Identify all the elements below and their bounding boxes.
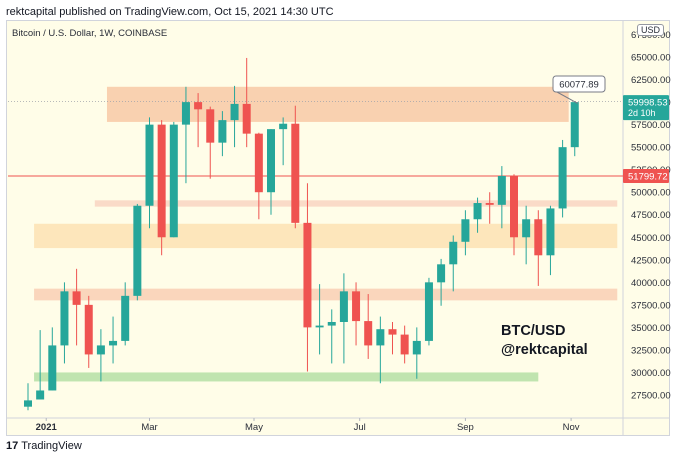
candle-body — [194, 102, 203, 110]
candle-body — [303, 222, 312, 328]
price-lines — [8, 101, 623, 177]
zone-resistance — [106, 86, 569, 122]
candle-body — [121, 295, 130, 341]
y-axis-tick-label: 57500.00 — [631, 120, 671, 131]
candle-body — [485, 203, 494, 205]
y-axis-tick-label: 55000.00 — [631, 143, 671, 154]
candle-body — [352, 291, 361, 322]
candle-body — [534, 219, 543, 256]
y-axis-tick-label: 50000.00 — [631, 188, 671, 199]
last-price-label: 59998.53 — [628, 98, 668, 109]
y-axis-tick-label: 45000.00 — [631, 233, 671, 244]
footer-brand[interactable]: 17 TradingView — [6, 440, 82, 452]
last-price-badge — [623, 95, 669, 121]
candle-body — [510, 175, 518, 238]
candle-body — [364, 321, 373, 346]
candle-body — [449, 241, 458, 265]
candle-body — [109, 340, 118, 346]
y-axis-tick-label: 37500.00 — [631, 300, 671, 311]
candle-body — [145, 124, 154, 206]
y-axis-tick-label: 40000.00 — [631, 278, 671, 289]
candle-body — [327, 321, 336, 326]
candle-body — [242, 103, 251, 134]
candle-body — [36, 390, 45, 400]
candle-body — [181, 102, 190, 125]
candle-body — [133, 205, 142, 296]
candle-body — [230, 103, 239, 121]
currency-badge[interactable]: USD — [637, 24, 665, 36]
countdown-label: 2d 10h — [628, 108, 656, 118]
candle-body — [461, 219, 470, 242]
publish-header: rektcapital published on TradingView.com… — [6, 6, 334, 18]
candle-body — [424, 282, 433, 341]
candle-body — [522, 219, 531, 238]
symbol-title: Bitcoin / U.S. Dollar, 1W, COINBASE — [12, 28, 168, 39]
candle-body — [96, 345, 105, 355]
candle-body — [218, 120, 227, 143]
hline-price-label: 51799.72 — [628, 172, 668, 183]
y-axis-tick-label: 27500.00 — [631, 390, 671, 401]
callout-box — [552, 75, 606, 93]
tradingview-logo-icon: 17 — [6, 440, 19, 452]
candle-body — [388, 329, 397, 335]
candle-body — [291, 123, 300, 223]
x-axis-tick-label: Mar — [141, 422, 157, 433]
y-axis-tick-label: 35000.00 — [631, 323, 671, 334]
y-axis-tick-label: 32500.00 — [631, 345, 671, 356]
y-axis-tick-label: 42500.00 — [631, 255, 671, 266]
x-axis-tick-label: Sep — [457, 422, 474, 433]
callout-leader-line — [556, 91, 578, 104]
hline-price-badge — [623, 169, 669, 184]
candle-body — [206, 109, 215, 143]
footer-brand-name: TradingView — [21, 440, 82, 452]
candle-body — [169, 124, 178, 238]
candle-body — [60, 291, 69, 346]
x-axis-tick-label: Nov — [563, 422, 580, 433]
candle-body — [24, 400, 32, 407]
zone-support-45k — [34, 223, 618, 249]
candle-body — [84, 304, 93, 355]
candle-body — [437, 264, 446, 283]
zones — [34, 86, 618, 382]
candle-body — [497, 175, 506, 205]
candle-body — [473, 203, 482, 220]
candle-body — [376, 329, 385, 346]
candle-body — [254, 133, 263, 193]
candle-body — [279, 123, 288, 130]
y-axis-tick-label: 62500.00 — [631, 75, 671, 86]
x-axis-tick-label: May — [245, 422, 263, 433]
candle-body — [339, 291, 348, 322]
zone-green-30k — [34, 372, 539, 382]
x-axis-tick-label: 2021 — [36, 422, 58, 433]
candle-body — [570, 102, 579, 148]
y-axis-tick-label: 47500.00 — [631, 210, 671, 221]
zone-band-49k — [94, 200, 618, 207]
overlay-symbol: BTC/USD — [501, 323, 566, 339]
candle-body — [267, 129, 275, 193]
grid — [7, 21, 669, 436]
watermark-text: BTC/USD @rektcapital — [501, 322, 588, 360]
candle-body — [546, 208, 555, 256]
candle-body — [315, 325, 324, 328]
candles — [24, 57, 579, 411]
overlay-author: @rektcapital — [501, 342, 588, 358]
candle-body — [48, 345, 57, 391]
candle-body — [72, 291, 81, 305]
x-axis[interactable]: 2021 Mar May Jul Sep Nov — [36, 418, 580, 433]
y-axis[interactable]: 67500.0065000.0062500.0060000.0057500.00… — [631, 30, 671, 401]
callout-price-label: 60077.89 — [559, 80, 599, 91]
y-axis-tick-label: 30000.00 — [631, 368, 671, 379]
zone-support-38k — [34, 288, 618, 301]
y-axis-tick-label: 65000.00 — [631, 53, 671, 64]
x-axis-tick-label: Jul — [354, 422, 366, 433]
candle-body — [412, 340, 421, 355]
candle-body — [400, 334, 409, 355]
candle-body — [157, 124, 166, 238]
candle-body — [558, 147, 567, 209]
